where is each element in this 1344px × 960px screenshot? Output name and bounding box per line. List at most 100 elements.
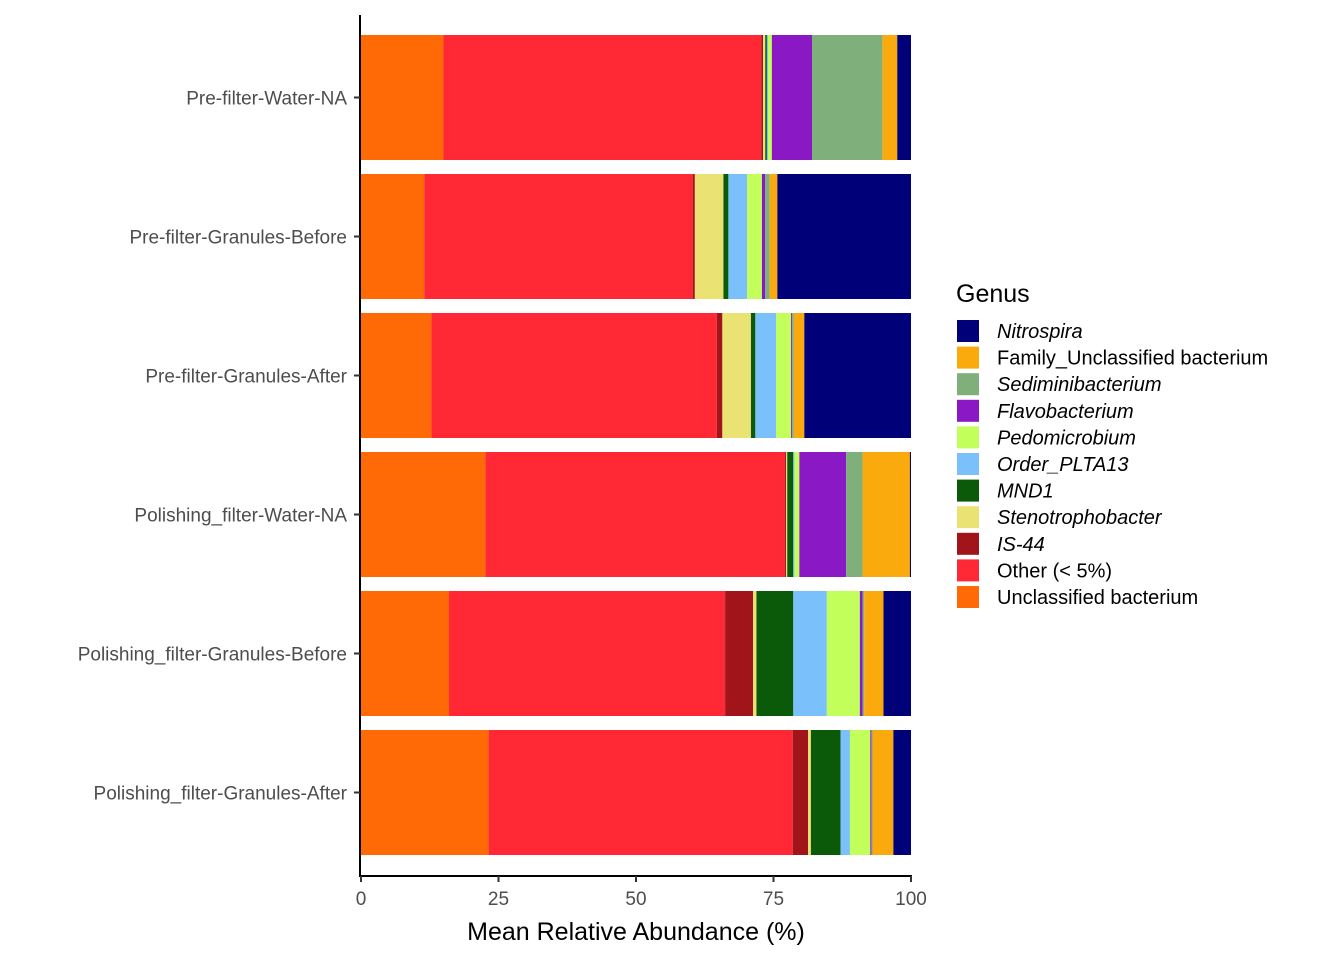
legend-label-order-plta13: Order_PLTA13: [997, 454, 1129, 476]
legend-key-stenotrophobacter: [957, 506, 979, 529]
bar-segment-flavobacterium-polishing-filter-granules-before: [859, 591, 863, 716]
y-tick-label: Pre-filter-Granules-Before: [129, 228, 347, 249]
bar-segment-unclassified-bacterium-pre-filter-granules-before: [361, 174, 425, 299]
bar-segment-family-unclassified-bacterium-pre-filter-water-na: [882, 35, 898, 160]
x-tick-label: 75: [763, 889, 784, 910]
bar-segment-mnd1-pre-filter-granules-after: [750, 313, 756, 438]
bar-segment-nitrospira-polishing-filter-granules-before: [883, 591, 911, 716]
x-axis-title: Mean Relative Abundance (%): [467, 918, 805, 946]
legend-key-is-44: [957, 532, 979, 555]
bar-segment-nitrospira-pre-filter-granules-before: [777, 174, 911, 299]
legend: Genus Nitrospira Family_Unclassified bact…: [956, 280, 1268, 609]
bar-segment-unclassified-bacterium-pre-filter-water-na: [361, 35, 444, 160]
bar-segment-stenotrophobacter-polishing-filter-granules-after: [808, 730, 811, 855]
bar-segment-stenotrophobacter-polishing-filter-granules-before: [753, 591, 757, 716]
legend-key-sediminibacterium: [957, 373, 979, 396]
bar-segment-unclassified-bacterium-pre-filter-granules-after: [361, 313, 432, 438]
legend-label-stenotrophobacter: Stenotrophobacter: [997, 507, 1163, 529]
bar-segment-sediminibacterium-pre-filter-granules-before: [765, 174, 770, 299]
bar-segment-sediminibacterium-polishing-filter-water-na: [846, 452, 863, 577]
bar-segment-stenotrophobacter-pre-filter-granules-before: [694, 174, 724, 299]
y-tick-label: Polishing_filter-Water-NA: [134, 506, 347, 527]
ticks-layer: Pre-filter-Water-NA Pre-filter-Granules-B…: [78, 89, 927, 911]
legend-key-nitrospira: [957, 320, 979, 342]
legend-key-mnd1: [957, 479, 979, 502]
y-tick-label: Polishing_filter-Granules-After: [94, 784, 348, 805]
bar-segment-mnd1-polishing-filter-granules-before: [756, 591, 794, 716]
bar-segment-stenotrophobacter-pre-filter-granules-after: [722, 313, 751, 438]
bar-segment-flavobacterium-pre-filter-granules-after: [791, 313, 793, 438]
bar-segment-family-unclassified-bacterium-polishing-filter-granules-after: [872, 730, 894, 855]
bar-segment-is-44-polishing-filter-granules-before: [725, 591, 754, 716]
bar-segment-pedomicrobium-pre-filter-granules-before: [747, 174, 762, 299]
bar-segment-sediminibacterium-polishing-filter-granules-before: [862, 591, 865, 716]
bar-segment-other-5-pre-filter-water-na: [443, 35, 762, 160]
legend-label-flavobacterium: Flavobacterium: [997, 401, 1134, 423]
bar-segment-flavobacterium-polishing-filter-granules-after: [870, 730, 872, 855]
legend-label-unclassified-bacterium: Unclassified bacterium: [997, 587, 1198, 609]
bar-segment-flavobacterium-pre-filter-water-na: [771, 35, 812, 160]
bar-segment-pedomicrobium-polishing-filter-granules-after: [849, 730, 871, 855]
bar-segment-nitrospira-polishing-filter-granules-after: [893, 730, 911, 855]
legend-label-family-unclassified-bacterium: Family_Unclassified bacterium: [997, 348, 1268, 370]
bar-segment-order-plta13-polishing-filter-granules-before: [793, 591, 827, 716]
bar-segment-mnd1-polishing-filter-water-na: [787, 452, 794, 577]
y-tick-label: Pre-filter-Water-NA: [186, 89, 347, 110]
bar-segment-pedomicrobium-pre-filter-granules-after: [776, 313, 792, 438]
bar-segment-sediminibacterium-pre-filter-granules-after: [792, 313, 794, 438]
legend-label-sediminibacterium: Sediminibacterium: [997, 374, 1162, 396]
bar-segment-sediminibacterium-pre-filter-water-na: [812, 35, 883, 160]
legend-label-other-5: Other (< 5%): [997, 560, 1112, 582]
bar-segment-pedomicrobium-polishing-filter-water-na: [794, 452, 800, 577]
bar-segment-is-44-polishing-filter-water-na: [785, 452, 787, 577]
bar-segment-other-5-polishing-filter-granules-after: [488, 730, 793, 855]
bar-segment-is-44-polishing-filter-granules-after: [792, 730, 809, 855]
x-tick-label: 0: [356, 889, 367, 910]
x-tick-label: 100: [895, 889, 927, 910]
bar-segment-family-unclassified-bacterium-pre-filter-granules-after: [793, 313, 805, 438]
bar-segment-mnd1-pre-filter-granules-before: [723, 174, 729, 299]
legend-label-mnd1: MND1: [997, 481, 1054, 503]
bar-segment-order-plta13-polishing-filter-granules-after: [840, 730, 850, 855]
bar-segment-nitrospira-pre-filter-water-na: [897, 35, 911, 160]
bar-segment-flavobacterium-pre-filter-granules-before: [761, 174, 766, 299]
bar-segment-family-unclassified-bacterium-pre-filter-granules-before: [769, 174, 778, 299]
bar-segment-other-5-polishing-filter-granules-before: [449, 591, 726, 716]
legend-key-pedomicrobium: [957, 426, 979, 449]
bar-segment-unclassified-bacterium-polishing-filter-water-na: [361, 452, 486, 577]
bar-segment-order-plta13-polishing-filter-water-na: [793, 452, 795, 577]
bars-layer: [361, 35, 911, 855]
bar-segment-order-plta13-pre-filter-granules-before: [728, 174, 748, 299]
bar-segment-family-unclassified-bacterium-polishing-filter-water-na: [862, 452, 910, 577]
bar-segment-unclassified-bacterium-polishing-filter-granules-before: [361, 591, 449, 716]
bar-segment-pedomicrobium-pre-filter-water-na: [768, 35, 772, 160]
legend-label-nitrospira: Nitrospira: [997, 321, 1083, 343]
bar-segment-flavobacterium-polishing-filter-water-na: [799, 452, 847, 577]
bar-segment-is-44-pre-filter-water-na: [761, 35, 764, 160]
bar-segment-is-44-pre-filter-granules-after: [716, 313, 723, 438]
bar-segment-stenotrophobacter-polishing-filter-water-na: [786, 452, 788, 577]
bar-segment-order-plta13-pre-filter-granules-after: [755, 313, 777, 438]
bar-segment-other-5-pre-filter-granules-before: [424, 174, 693, 299]
bar-segment-stenotrophobacter-pre-filter-water-na: [763, 35, 766, 160]
legend-title: Genus: [956, 280, 1030, 308]
bar-segment-other-5-polishing-filter-water-na: [485, 452, 786, 577]
bar-segment-mnd1-polishing-filter-granules-after: [810, 730, 841, 855]
y-tick-label: Polishing_filter-Granules-Before: [78, 645, 347, 666]
bar-segment-other-5-pre-filter-granules-after: [431, 313, 717, 438]
legend-label-is-44: IS-44: [997, 534, 1045, 556]
bar-segment-family-unclassified-bacterium-polishing-filter-granules-before: [864, 591, 884, 716]
y-tick-label: Pre-filter-Granules-After: [145, 367, 347, 388]
legend-key-unclassified-bacterium: [957, 586, 979, 608]
legend-key-flavobacterium: [957, 399, 979, 422]
legend-key-order-plta13: [957, 453, 979, 475]
bar-segment-nitrospira-pre-filter-granules-after: [804, 313, 911, 438]
bar-segment-sediminibacterium-polishing-filter-granules-after: [871, 730, 873, 855]
legend-key-other-5: [957, 559, 979, 582]
legend-label-pedomicrobium: Pedomicrobium: [997, 427, 1136, 449]
bar-segment-is-44-pre-filter-granules-before: [692, 174, 695, 299]
bar-segment-unclassified-bacterium-polishing-filter-granules-after: [361, 730, 489, 855]
x-tick-label: 50: [625, 889, 646, 910]
x-tick-label: 25: [488, 889, 509, 910]
